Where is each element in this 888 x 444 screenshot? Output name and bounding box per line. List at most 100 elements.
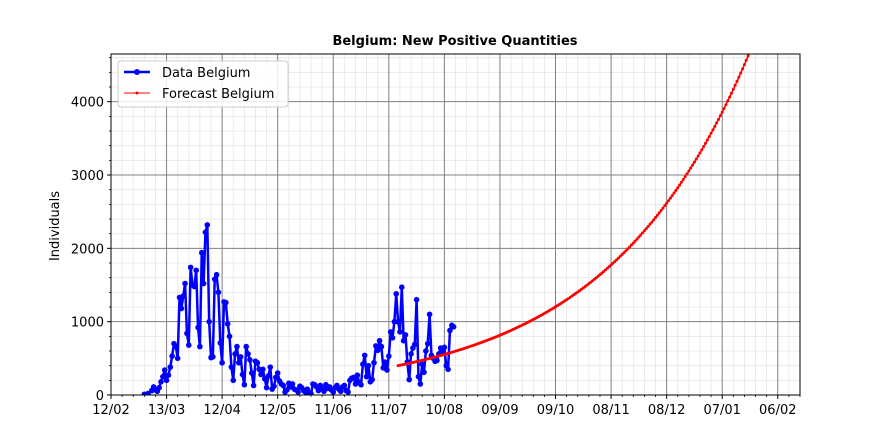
data-point (158, 379, 164, 385)
forecast-point (692, 160, 696, 164)
forecast-point (737, 75, 741, 79)
data-point (215, 289, 222, 296)
data-point (371, 359, 377, 366)
data-point (245, 351, 251, 357)
data-point (260, 366, 266, 373)
forecast-point (665, 201, 669, 205)
forecast-point (728, 95, 732, 99)
forecast-point (722, 106, 726, 110)
grid (110, 54, 801, 395)
data-point (417, 381, 424, 387)
forecast-point (742, 63, 746, 67)
data-point (178, 305, 185, 312)
forecast-point (667, 199, 670, 203)
data-point (376, 337, 383, 344)
data-point (191, 283, 198, 290)
data-point (406, 376, 413, 383)
data-point (330, 389, 337, 395)
forecast-point (633, 239, 637, 243)
data-point (185, 342, 192, 348)
data-point (226, 333, 233, 340)
forecast-point (729, 91, 733, 95)
data-point (169, 353, 175, 359)
legend-box (117, 60, 289, 108)
forecast-point (744, 58, 748, 62)
data-point (415, 373, 422, 380)
forecast-point (707, 135, 711, 139)
x-tick-label: 06/02 (759, 403, 796, 418)
forecast-point (700, 148, 704, 152)
data-point (386, 353, 392, 359)
legend-label-data: Data Belgium (162, 66, 250, 81)
data-point (258, 371, 264, 378)
forecast-point (685, 172, 689, 176)
data-point (337, 388, 344, 395)
forecast-point (718, 114, 722, 118)
data-point (202, 229, 209, 235)
data-point (200, 280, 207, 287)
data-point (308, 390, 314, 395)
forecast-point (635, 237, 639, 241)
forecast-point (741, 67, 745, 71)
forecast-point (646, 224, 650, 228)
data-point (421, 369, 427, 376)
forecast-point (709, 131, 713, 135)
forecast-point (698, 151, 702, 155)
data-point (206, 318, 212, 325)
data-point (161, 367, 168, 373)
forecast-point (683, 175, 687, 179)
forecast-point (687, 169, 691, 173)
forecast-point (626, 247, 630, 251)
data-point (354, 372, 361, 379)
forecast-point (739, 71, 743, 75)
x-tick-label: 08/11 (592, 403, 629, 418)
forecast-point (650, 220, 654, 224)
forecast-point (726, 99, 730, 103)
x-tick-label: 11/07 (370, 403, 407, 418)
data-point (197, 343, 203, 350)
forecast-point (679, 180, 683, 184)
data-point (254, 359, 261, 366)
forecast-point (735, 79, 739, 83)
data-point (195, 324, 201, 331)
data-point (378, 343, 385, 350)
forecast-point (661, 206, 665, 210)
forecast-point (631, 241, 635, 245)
forecast-point (641, 231, 645, 235)
data-point (382, 359, 388, 365)
data-point (213, 271, 220, 278)
data-point (160, 373, 166, 380)
data-point (167, 364, 174, 370)
data-point (373, 343, 379, 349)
data-point (234, 343, 240, 350)
plot-area (141, 54, 750, 395)
forecast-point (696, 154, 700, 158)
data-point (182, 280, 188, 287)
data-point (173, 343, 179, 350)
data-point (408, 351, 414, 357)
chart-title: Belgium: New Positive Quantities (332, 34, 577, 49)
data-point (393, 291, 400, 297)
data-point (424, 340, 431, 347)
x-tick-label: 12/05 (259, 403, 296, 418)
data-point (210, 354, 216, 360)
forecast-point (691, 163, 695, 167)
data-point (232, 351, 238, 357)
forecast-point (694, 157, 698, 161)
data-point (193, 267, 199, 274)
data-point (180, 293, 187, 299)
data-point (184, 330, 190, 337)
forecast-point (689, 166, 693, 170)
data-point (198, 249, 205, 256)
forecast-point (715, 121, 719, 125)
data-point (228, 364, 235, 370)
data-point (384, 367, 390, 373)
forecast-point (644, 227, 648, 231)
data-point (187, 264, 194, 271)
data-point (426, 311, 433, 318)
data-point (237, 354, 244, 360)
data-point (265, 373, 272, 379)
data-point (447, 327, 453, 334)
data-point (295, 389, 301, 395)
